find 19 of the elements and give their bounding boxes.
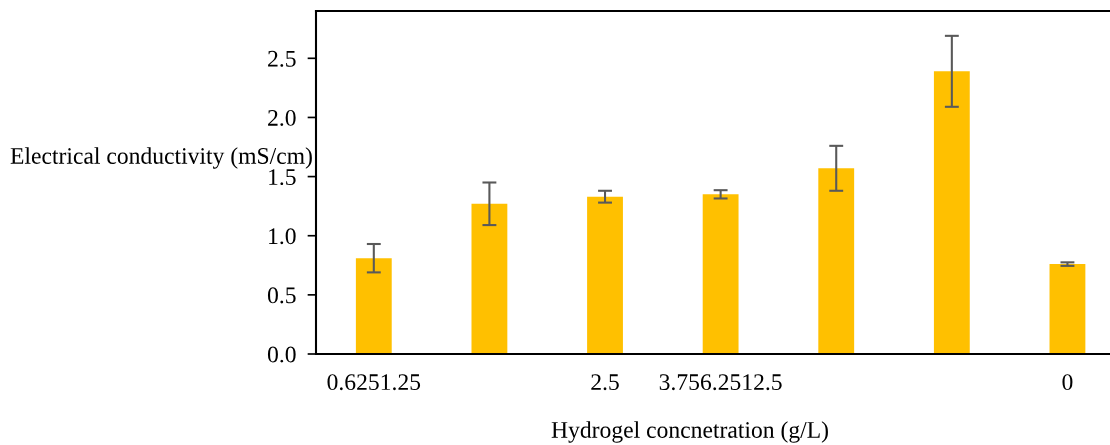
y-tick-label: 0.0 — [267, 346, 296, 363]
bar — [702, 194, 739, 354]
bar — [818, 168, 855, 354]
y-tick-label: 1.5 — [269, 169, 296, 186]
x-axis-title: Hydrogel concnetration (g/L) — [551, 421, 828, 443]
x-tick-label: 2.5 — [591, 374, 619, 391]
y-tick-label: 2.5 — [268, 50, 296, 67]
x-tick-label: 0.6251.25 — [327, 374, 421, 391]
y-tick-label: 1.0 — [269, 228, 296, 245]
bar — [355, 258, 392, 354]
y-axis-title: Electrical conductivity (mS/cm) — [10, 147, 312, 169]
bar — [933, 71, 970, 354]
x-tick-label: 0 — [1062, 374, 1073, 391]
y-tick-label: 2.0 — [268, 109, 296, 126]
y-tick-label: 0.5 — [267, 287, 296, 304]
x-tick-label: 3.756.2512.5 — [659, 374, 782, 391]
bar — [587, 196, 623, 354]
bar — [471, 203, 508, 354]
bar — [1049, 264, 1086, 354]
